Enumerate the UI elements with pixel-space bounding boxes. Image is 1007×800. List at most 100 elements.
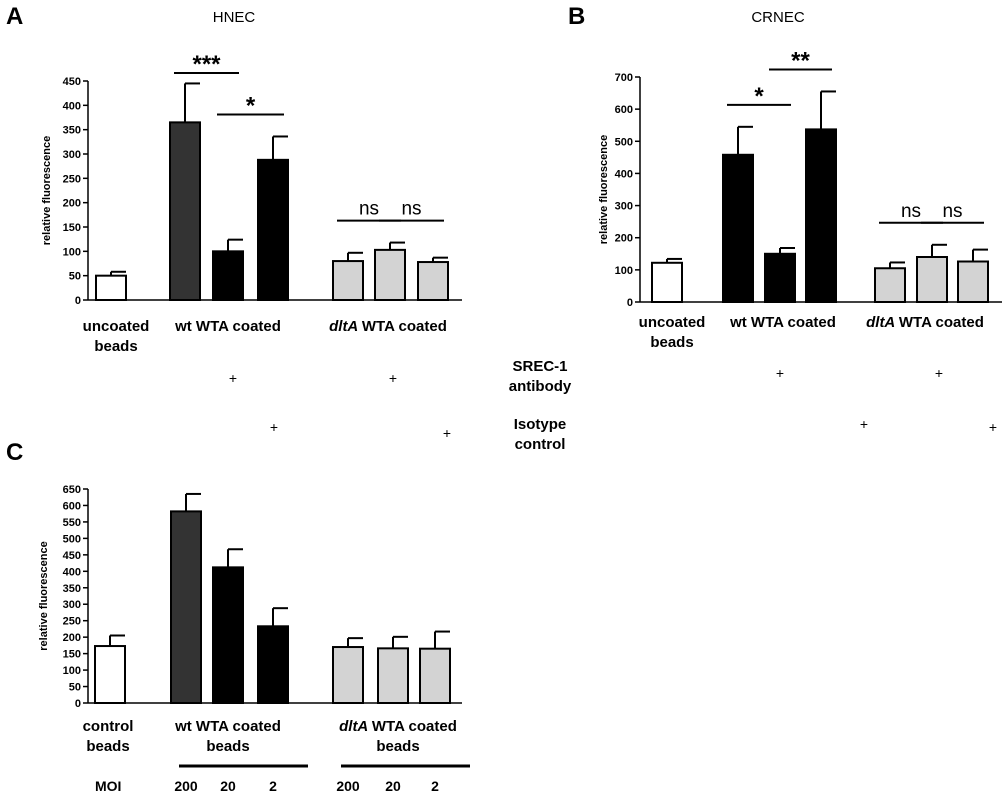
bar	[95, 274, 127, 301]
isotype-plus: +	[270, 419, 278, 435]
bar	[874, 267, 906, 303]
isotype-plus: +	[443, 425, 451, 441]
group-label-italic: dltA	[339, 718, 372, 735]
y-tick-label: 650	[63, 484, 81, 496]
y-tick-label: 300	[615, 201, 633, 213]
y-tick-label: 350	[63, 125, 81, 137]
moi-value: 2	[431, 778, 439, 794]
y-tick-label: 300	[63, 599, 81, 611]
group-label: beads	[94, 338, 137, 355]
bar	[374, 248, 406, 302]
y-tick-label: 400	[63, 100, 81, 112]
panel-letter-a: A	[6, 3, 23, 30]
group-label-text: WTA coated	[899, 314, 984, 331]
chart-panel-a: HNEC 0 50 100 150 200 250 300 350 400 450 relative …	[41, 9, 462, 355]
group-label-text: beads	[86, 738, 129, 755]
significance-label: *	[754, 83, 764, 110]
moi-value: 200	[174, 778, 198, 794]
group-label: wt WTA coated	[174, 318, 281, 335]
chart-panel-c: 0 50 100 150 200 250 300 350 400 450 500 550 600 650 r…	[38, 484, 470, 794]
group-label: dltA WTA coated	[866, 314, 984, 331]
y-tick-label: 300	[63, 149, 81, 161]
group-label: wt WTA coated	[729, 314, 836, 331]
group-label: beads	[206, 738, 249, 755]
group-label-italic: dltA	[866, 314, 899, 331]
group-label-text: wt WTA coated	[174, 718, 281, 735]
y-tick-label: 100	[63, 246, 81, 258]
group-label-italic: dltA	[329, 318, 362, 335]
y-tick-label: 350	[63, 583, 81, 595]
y-tick-label: 600	[63, 500, 81, 512]
isotype-label: control	[515, 436, 566, 453]
bar	[377, 647, 409, 705]
significance-label: *	[246, 92, 256, 119]
y-tick-label: 0	[627, 297, 633, 309]
bar	[957, 260, 989, 303]
antibody-plus: +	[935, 365, 943, 381]
isotype-plus: +	[860, 416, 868, 432]
y-tick-label: 200	[63, 632, 81, 644]
group-label-text: beads	[650, 334, 693, 351]
isotype-label: Isotype	[514, 416, 567, 433]
bar	[916, 256, 948, 303]
significance-label: **	[791, 47, 810, 74]
y-tick-label: 250	[63, 173, 81, 185]
group-label-text: WTA coated	[362, 318, 447, 335]
group-label-text: uncoated	[83, 318, 150, 335]
y-tick-label: 500	[63, 533, 81, 545]
group-label: control	[83, 718, 134, 735]
panel-letter-c: C	[6, 439, 23, 466]
bar	[257, 158, 289, 301]
bar	[169, 121, 201, 301]
moi-value: 2	[269, 778, 277, 794]
antibody-plus: +	[229, 370, 237, 386]
group-label-text: wt WTA coated	[729, 314, 836, 331]
y-tick-label: 450	[63, 76, 81, 88]
group-label: dltA WTA coated	[339, 718, 457, 735]
significance-label: ns	[359, 199, 379, 220]
moi-label: MOI	[95, 778, 121, 794]
moi-value: 20	[220, 778, 236, 794]
y-tick-label: 0	[75, 698, 81, 710]
bar	[212, 566, 244, 705]
y-tick-label: 500	[615, 136, 633, 148]
y-axis-label: relative fluorescence	[41, 136, 53, 245]
chart-panel-b: CRNEC 0 100 200 300 400 500 600 700 relative fluo…	[598, 9, 1002, 351]
y-tick-label: 450	[63, 550, 81, 562]
bar	[257, 625, 289, 705]
bar	[94, 645, 126, 705]
group-label: beads	[86, 738, 129, 755]
treatment-legend: SREC-1 antibody Isotype control + + + + + + + +	[229, 358, 997, 453]
group-label-text: beads	[94, 338, 137, 355]
y-tick-label: 700	[615, 72, 633, 84]
y-tick-label: 0	[75, 295, 81, 307]
group-label-text: WTA coated	[372, 718, 457, 735]
y-tick-label: 50	[69, 271, 81, 283]
y-axis-label: relative fluorescence	[598, 135, 610, 244]
bar	[805, 128, 837, 303]
group-label: dltA WTA coated	[329, 318, 447, 335]
chart-title: CRNEC	[751, 9, 805, 26]
group-label-text: control	[83, 718, 134, 735]
isotype-plus: +	[989, 419, 997, 435]
y-tick-label: 550	[63, 517, 81, 529]
y-tick-label: 400	[63, 566, 81, 578]
y-tick-label: 200	[63, 198, 81, 210]
y-tick-label: 50	[69, 682, 81, 694]
group-label: beads	[376, 738, 419, 755]
significance-label: ns	[901, 201, 921, 222]
y-tick-label: 600	[615, 104, 633, 116]
bar	[651, 261, 683, 303]
chart-title: HNEC	[213, 9, 256, 26]
group-label-text: beads	[376, 738, 419, 755]
bar	[722, 153, 754, 303]
panel-letter-b: B	[568, 3, 585, 30]
bar	[417, 261, 449, 302]
bar	[419, 647, 451, 705]
y-tick-label: 150	[63, 222, 81, 234]
bar	[170, 510, 202, 704]
y-tick-label: 100	[615, 265, 633, 277]
moi-value: 200	[336, 778, 360, 794]
antibody-label: SREC-1	[512, 358, 567, 375]
